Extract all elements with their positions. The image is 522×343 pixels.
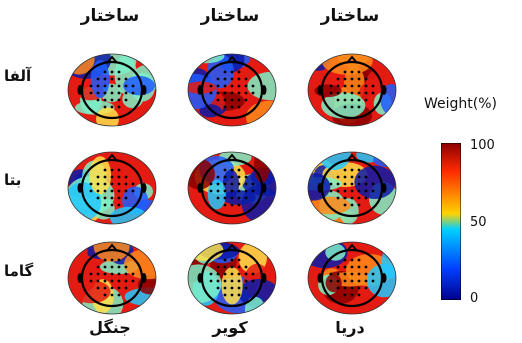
column-header-1: ساختار [80, 6, 140, 26]
topomap-alpha-desert [182, 46, 282, 130]
topomap-alpha-sea [302, 46, 402, 130]
column-footer-forest: جنگل [89, 318, 131, 337]
colorbar-tick-0: 0 [470, 291, 479, 306]
colorbar [440, 142, 462, 301]
topomap-gamma-desert [182, 234, 282, 318]
colorbar-tick-100: 100 [470, 138, 495, 153]
topomap-gamma-sea [302, 234, 402, 318]
column-footer-sea: دریا [335, 318, 365, 337]
topomap-beta-forest [62, 144, 162, 228]
colorbar-tick-50: 50 [470, 215, 487, 230]
column-header-2: ساختار [200, 6, 260, 26]
topomap-gamma-forest [62, 234, 162, 318]
row-label-beta: بتا [4, 171, 22, 189]
colorbar-title: Weight(%) [424, 96, 498, 112]
topomap-beta-desert [182, 144, 282, 228]
topomap-alpha-forest [62, 46, 162, 130]
column-header-3: ساختار [320, 6, 380, 26]
row-label-gamma: گاما [4, 262, 34, 280]
column-footer-desert: کویر [212, 318, 248, 337]
topomap-beta-sea [302, 144, 402, 228]
row-label-alpha: آلفا [4, 67, 32, 85]
